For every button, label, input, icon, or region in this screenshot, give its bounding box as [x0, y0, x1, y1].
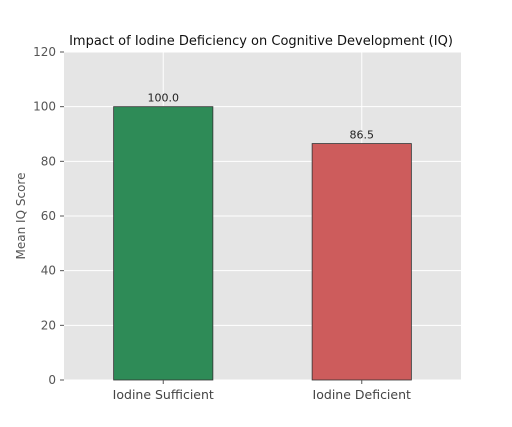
y-tick-label: 60 [41, 209, 56, 223]
bar-0 [113, 106, 214, 381]
data-label-0: 100.0 [148, 92, 180, 105]
data-label-1: 86.5 [350, 129, 375, 142]
data-labels: 100.0 86.5 [148, 92, 375, 142]
y-tick-label: 80 [41, 154, 56, 168]
y-axis-ticks: 0 20 40 60 80 100 120 [33, 45, 64, 387]
y-tick-label: 100 [33, 100, 56, 114]
y-tick-label: 0 [48, 373, 56, 387]
bars [113, 106, 412, 381]
y-tick-label: 120 [33, 45, 56, 59]
bar-1 [311, 143, 412, 381]
x-tick-label: Iodine Deficient [313, 387, 411, 402]
y-tick-label: 20 [41, 318, 56, 332]
chart-title: Impact of Iodine Deficiency on Cognitive… [69, 34, 453, 49]
x-tick-label: Iodine Sufficient [113, 387, 214, 402]
y-axis-label: Mean IQ Score [14, 173, 28, 260]
y-tick-label: 40 [41, 264, 56, 278]
x-axis-ticks: Iodine Sufficient Iodine Deficient [113, 380, 411, 402]
